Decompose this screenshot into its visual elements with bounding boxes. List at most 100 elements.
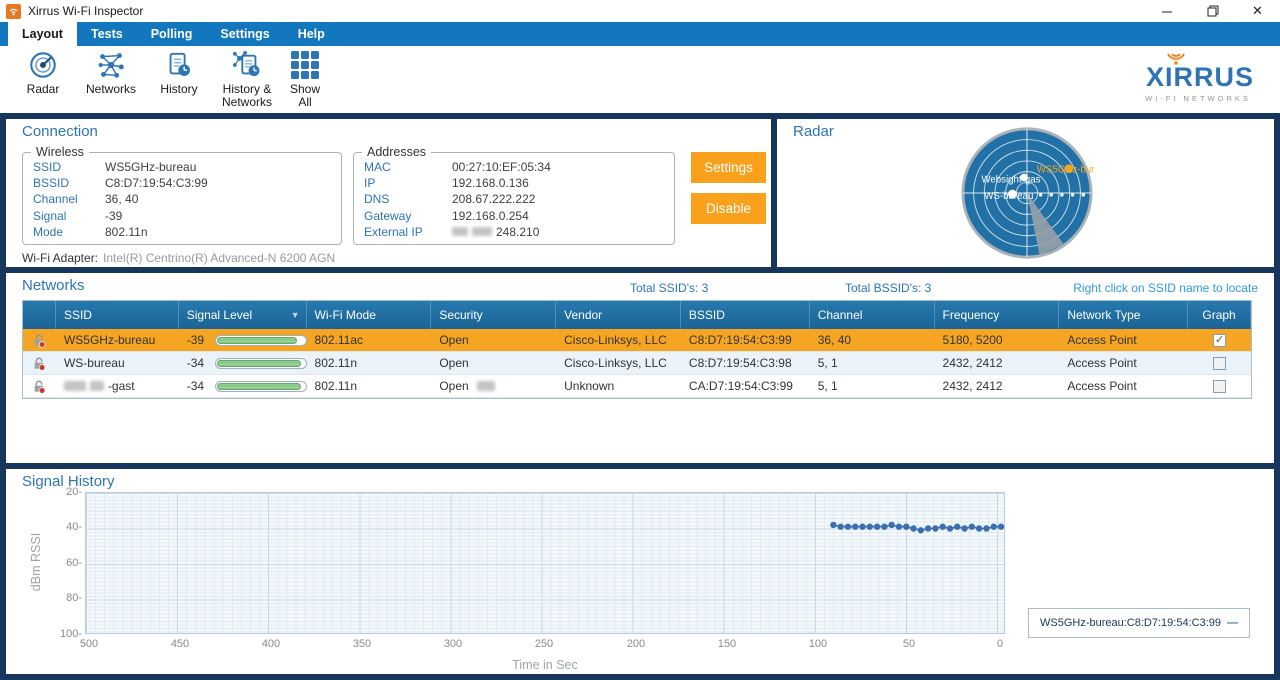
restore-button[interactable] [1190, 0, 1235, 22]
xirrus-logo: XIRRUS WI-FI NETWORKS [1130, 52, 1270, 110]
tab-settings[interactable]: Settings [206, 22, 283, 46]
network-type-cell: Access Point [1059, 352, 1188, 374]
toolbar-show-all-label: Show All [283, 83, 327, 109]
app-window: Xirrus Wi-Fi Inspector ✕ Layout Tests Po… [0, 0, 1280, 680]
tab-help[interactable]: Help [284, 22, 339, 46]
networks-icon [95, 49, 127, 81]
table-row[interactable]: WS-bureau -34 802.11n Open Cisco-Linksys… [23, 352, 1251, 375]
tab-tests[interactable]: Tests [77, 22, 137, 46]
bssid-label: BSSID [33, 176, 105, 190]
column-wifi-mode[interactable]: Wi-Fi Mode [307, 301, 432, 329]
wifi-mode-cell: 802.11ac [307, 329, 432, 351]
addresses-group-legend: Addresses [362, 145, 431, 159]
column-vendor[interactable]: Vendor [556, 301, 681, 329]
redacted-ip-octet [452, 227, 468, 236]
column-security[interactable]: Security [431, 301, 556, 329]
toolbar: Radar Networks History History & Network… [0, 46, 1280, 113]
external-ip-label: External IP [364, 225, 452, 239]
chart-legend-label: WS5GHz-bureau:C8:D7:19:54:C3:99 [1040, 617, 1221, 629]
bssid-cell: CA:D7:19:54:C3:99 [681, 375, 810, 397]
signal-value: -39 [105, 209, 122, 223]
column-bssid[interactable]: BSSID [681, 301, 810, 329]
networks-table-header: SSID Signal Level▼ Wi-Fi Mode Security V… [23, 301, 1251, 329]
y-tick: 20- [46, 486, 82, 498]
connection-panel: Connection Wireless SSIDWS5GHz-bureau BS… [6, 119, 771, 267]
close-icon: ✕ [1252, 3, 1263, 19]
signal-bar [215, 358, 306, 369]
y-tick: 60- [46, 557, 82, 569]
networks-panel-title: Networks [22, 277, 85, 294]
radar-label-websight: Websight-gas [981, 174, 1040, 185]
column-channel[interactable]: Channel [810, 301, 935, 329]
x-tick: 100 [798, 638, 838, 650]
x-tick: 350 [342, 638, 382, 650]
x-tick: 250 [524, 638, 564, 650]
wifi-mode-cell: 802.11n [307, 375, 432, 397]
gateway-value: 192.168.0.254 [452, 209, 529, 223]
ssid-value: WS5GHz-bureau [105, 160, 196, 174]
x-tick: 150 [707, 638, 747, 650]
disable-button[interactable]: Disable [691, 193, 766, 224]
total-bssids: Total BSSID's: 3 [845, 281, 931, 295]
signal-history-plot [85, 492, 1005, 634]
y-tick: 40- [46, 521, 82, 533]
chart-legend: WS5GHz-bureau:C8:D7:19:54:C3:99 — [1028, 608, 1250, 638]
column-frequency[interactable]: Frequency [935, 301, 1060, 329]
toolbar-history-networks-label: History & Networks [214, 83, 280, 109]
ssid-cell[interactable]: WS-bureau [56, 352, 179, 374]
sort-descending-icon: ▼ [291, 310, 300, 320]
locate-hint: Right click on SSID name to locate [1073, 281, 1258, 295]
wireless-group-legend: Wireless [31, 145, 89, 159]
toolbar-history-networks-button[interactable]: History & Networks [214, 49, 280, 113]
graph-checkbox[interactable] [1213, 334, 1226, 347]
wifi-adapter-label: Wi-Fi Adapter: [22, 251, 98, 265]
toolbar-networks-button[interactable]: Networks [78, 49, 144, 113]
close-button[interactable]: ✕ [1235, 0, 1280, 22]
toolbar-show-all-button[interactable]: Show All [282, 49, 328, 113]
signal-history-panel: Signal History dBm RSSI 20- 40- 60- 80- … [6, 469, 1274, 674]
mac-label: MAC [364, 160, 452, 174]
minimize-button[interactable] [1145, 0, 1190, 22]
security-icon-column [23, 301, 56, 329]
networks-panel: Networks Total SSID's: 3 Total BSSID's: … [6, 273, 1274, 463]
app-icon [6, 4, 21, 19]
ssid-cell[interactable]: WS5GHz-bureau [56, 329, 179, 351]
mac-value: 00:27:10:EF:05:34 [452, 160, 551, 174]
ssid-cell[interactable]: -gast [56, 375, 179, 397]
channel-cell: 5, 1 [810, 352, 935, 374]
wireless-group: Wireless SSIDWS5GHz-bureau BSSIDC8:D7:19… [22, 145, 342, 245]
x-tick: 450 [160, 638, 200, 650]
tab-polling[interactable]: Polling [137, 22, 207, 46]
wifi-mode-cell: 802.11n [307, 352, 432, 374]
table-row[interactable]: WS5GHz-bureau -39 802.11ac Open Cisco-Li… [23, 329, 1251, 352]
security-cell: Open [431, 352, 556, 374]
ssid-label: SSID [33, 160, 105, 174]
total-ssids: Total SSID's: 3 [630, 281, 708, 295]
radar-panel: Radar Websight-gas WS-bureau WS5GHz-b [777, 119, 1274, 267]
open-lock-icon [32, 356, 46, 371]
chart-legend-marker: — [1227, 617, 1238, 629]
tab-layout[interactable]: Layout [8, 22, 77, 46]
signal-bar [215, 335, 306, 346]
radar-label-ws-bureau: WS-bureau [984, 191, 1033, 202]
open-lock-icon [32, 333, 46, 348]
toolbar-radar-label: Radar [27, 83, 60, 96]
column-ssid[interactable]: SSID [56, 301, 179, 329]
toolbar-history-button[interactable]: History [146, 49, 212, 113]
column-signal-level[interactable]: Signal Level▼ [179, 301, 307, 329]
settings-button[interactable]: Settings [691, 152, 766, 183]
x-tick: 50 [889, 638, 929, 650]
vendor-cell: Unknown [556, 375, 681, 397]
toolbar-radar-button[interactable]: Radar [10, 49, 76, 113]
minimize-icon [1162, 6, 1173, 17]
frequency-cell: 2432, 2412 [935, 352, 1060, 374]
graph-checkbox[interactable] [1213, 357, 1226, 370]
frequency-cell: 5180, 5200 [935, 329, 1060, 351]
column-graph[interactable]: Graph [1188, 301, 1251, 329]
table-row[interactable]: -gast -34 802.11n Open Unknown CA:D7:19:… [23, 375, 1251, 398]
x-tick: 0 [980, 638, 1020, 650]
vendor-cell: Cisco-Linksys, LLC [556, 329, 681, 351]
channel-cell: 36, 40 [810, 329, 935, 351]
graph-checkbox[interactable] [1213, 380, 1226, 393]
column-network-type[interactable]: Network Type [1059, 301, 1188, 329]
